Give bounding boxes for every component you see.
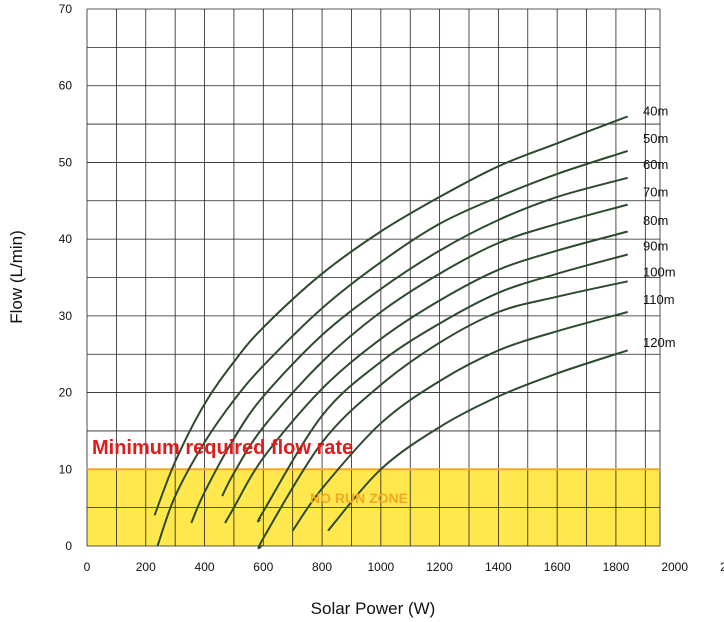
series-labels: 40m 50m 60m 70m 80m 90m 100m 110m 120m [643, 103, 676, 350]
grid [86, 8, 661, 547]
series-line-40m [153, 115, 629, 516]
y-tick-label: 70 [59, 2, 73, 16]
x-tick-label: 1800 [603, 560, 630, 574]
series-line-110m [291, 311, 628, 532]
series-label-110m: 110m [643, 292, 675, 307]
series-line-120m [327, 349, 629, 532]
y-tick-label: 50 [59, 155, 73, 169]
series-label-100m: 100m [643, 264, 676, 279]
x-tick-label: 2000 [661, 560, 688, 574]
x-tick-label: 1400 [485, 560, 512, 574]
series-label-60m: 60m [643, 157, 668, 172]
y-tick-label: 10 [59, 462, 73, 476]
series-line-50m [156, 149, 629, 547]
tick-labels: 0200400600800100012001400160018002000220… [59, 2, 724, 574]
series-line-80m [224, 230, 628, 524]
x-tick-label: 2200 [720, 560, 724, 574]
series-line-90m [256, 253, 628, 523]
y-tick-label: 60 [59, 79, 73, 93]
minimum-flow-annotation: Minimum required flow rate [92, 437, 353, 459]
series-line-70m [221, 203, 628, 497]
x-tick-label: 400 [195, 560, 215, 574]
x-tick-label: 800 [312, 560, 332, 574]
series-label-40m: 40m [643, 103, 668, 118]
x-tick-label: 1200 [426, 560, 453, 574]
series-label-120m: 120m [643, 335, 676, 350]
y-axis-title: Flow (L/min) [7, 230, 26, 324]
x-axis-title: Solar Power (W) [311, 599, 436, 618]
series-label-80m: 80m [643, 213, 668, 228]
x-tick-label: 600 [253, 560, 273, 574]
series-label-50m: 50m [643, 131, 668, 146]
y-tick-label: 30 [59, 309, 73, 323]
x-tick-label: 1600 [544, 560, 571, 574]
x-tick-label: 200 [136, 560, 156, 574]
series-label-70m: 70m [643, 185, 668, 200]
x-tick-label: 0 [84, 560, 91, 574]
series-line-100m [257, 280, 628, 550]
y-tick-label: 0 [65, 539, 72, 553]
series-line-60m [190, 176, 628, 524]
series-lines [153, 115, 629, 550]
series-label-90m: 90m [643, 238, 668, 253]
y-tick-label: 40 [59, 232, 73, 246]
x-tick-label: 1000 [367, 560, 394, 574]
no-run-zone-label: NO RUN ZONE [310, 490, 408, 506]
y-tick-label: 20 [59, 386, 73, 400]
